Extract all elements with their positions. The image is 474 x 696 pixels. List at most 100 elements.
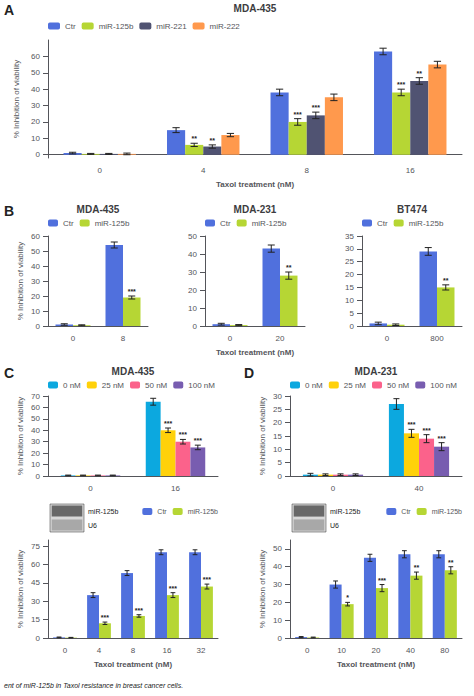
- svg-text:8: 8: [121, 334, 126, 343]
- svg-text:60: 60: [31, 52, 40, 61]
- svg-text:***: ***: [164, 420, 172, 427]
- svg-text:50 nM: 50 nM: [145, 381, 168, 390]
- svg-text:8: 8: [305, 166, 310, 175]
- svg-text:miR-125b: miR-125b: [330, 508, 360, 515]
- svg-text:0: 0: [36, 634, 41, 643]
- svg-text:**: **: [448, 559, 454, 566]
- svg-text:miR-221: miR-221: [156, 22, 187, 31]
- svg-text:C: C: [4, 365, 14, 381]
- svg-text:30: 30: [345, 244, 354, 253]
- svg-text:**: **: [286, 264, 292, 271]
- svg-text:32: 32: [197, 646, 206, 655]
- svg-text:ent of miR-125b in Taxol resis: ent of miR-125b in Taxol resistance in b…: [4, 682, 183, 689]
- svg-text:20: 20: [372, 646, 381, 655]
- svg-text:0: 0: [36, 472, 41, 481]
- svg-text:0: 0: [88, 484, 93, 493]
- svg-text:**: **: [414, 564, 420, 571]
- svg-text:MDA-435: MDA-435: [234, 3, 277, 14]
- svg-text:0 nM: 0 nM: [305, 381, 323, 390]
- svg-text:0: 0: [63, 646, 68, 655]
- svg-text:4: 4: [97, 646, 102, 655]
- svg-text:50: 50: [188, 232, 197, 241]
- svg-text:20: 20: [273, 598, 282, 607]
- svg-text:0: 0: [228, 334, 233, 343]
- svg-text:0: 0: [350, 322, 355, 331]
- svg-text:0: 0: [71, 334, 76, 343]
- svg-text:20: 20: [273, 418, 282, 427]
- svg-text:5: 5: [278, 458, 283, 467]
- svg-text:20: 20: [31, 449, 40, 458]
- svg-text:16: 16: [171, 484, 180, 493]
- svg-text:miR-125b: miR-125b: [88, 508, 118, 515]
- svg-text:miR-125b: miR-125b: [95, 219, 130, 228]
- svg-text:40: 40: [273, 562, 282, 571]
- svg-text:*: *: [346, 594, 349, 601]
- svg-text:60: 60: [31, 232, 40, 241]
- svg-text:30: 30: [31, 277, 40, 286]
- svg-text:50: 50: [273, 544, 282, 553]
- svg-text:Ctr: Ctr: [65, 22, 76, 31]
- svg-text:50 nM: 50 nM: [387, 381, 410, 390]
- svg-text:10: 10: [31, 307, 40, 316]
- svg-text:30: 30: [31, 597, 40, 606]
- svg-text:20: 20: [276, 334, 285, 343]
- svg-text:% Inhibition of viability: % Inhibition of viability: [258, 550, 267, 629]
- svg-text:***: ***: [407, 421, 415, 428]
- svg-text:25 nM: 25 nM: [102, 381, 125, 390]
- svg-text:**: **: [417, 70, 423, 77]
- svg-text:miR-125b: miR-125b: [188, 508, 218, 515]
- svg-text:miR-125b: miR-125b: [409, 219, 444, 228]
- svg-text:10: 10: [273, 445, 282, 454]
- svg-text:MDA-231: MDA-231: [355, 366, 398, 377]
- svg-text:Ctr: Ctr: [63, 219, 74, 228]
- svg-text:100 nM: 100 nM: [188, 381, 215, 390]
- svg-text:8: 8: [131, 646, 136, 655]
- svg-text:Taxol treatment (nM): Taxol treatment (nM): [216, 180, 294, 189]
- svg-text:***: ***: [437, 435, 445, 442]
- svg-text:B: B: [4, 203, 14, 219]
- svg-text:***: ***: [312, 104, 320, 111]
- svg-text:45: 45: [31, 578, 40, 587]
- svg-text:35: 35: [345, 232, 354, 241]
- svg-text:Ctr: Ctr: [220, 219, 231, 228]
- svg-text:20: 20: [188, 286, 197, 295]
- svg-text:40: 40: [188, 250, 197, 259]
- svg-text:10: 10: [345, 296, 354, 305]
- svg-text:miR-125b: miR-125b: [99, 22, 134, 31]
- svg-text:70: 70: [31, 392, 40, 401]
- svg-text:15: 15: [345, 283, 354, 292]
- svg-text:80: 80: [440, 646, 449, 655]
- svg-text:40: 40: [31, 426, 40, 435]
- svg-text:***: ***: [397, 81, 405, 88]
- svg-text:25: 25: [345, 257, 354, 266]
- svg-text:10: 10: [188, 304, 197, 313]
- svg-text:50: 50: [31, 68, 40, 77]
- svg-text:20: 20: [345, 270, 354, 279]
- svg-text:A: A: [4, 2, 14, 18]
- svg-text:Taxol treatment (nM): Taxol treatment (nM): [337, 660, 415, 669]
- svg-text:0: 0: [331, 484, 336, 493]
- svg-text:Ctr: Ctr: [157, 508, 167, 515]
- svg-text:% Inhibition of viability: % Inhibition of viability: [16, 550, 25, 629]
- svg-text:20: 20: [31, 117, 40, 126]
- svg-text:***: ***: [422, 427, 430, 434]
- svg-text:***: ***: [169, 585, 177, 592]
- svg-text:MDA-231: MDA-231: [234, 204, 277, 215]
- svg-text:30: 30: [188, 268, 197, 277]
- svg-text:100 nM: 100 nM: [430, 381, 457, 390]
- svg-text:***: ***: [128, 288, 136, 295]
- svg-text:60: 60: [31, 560, 40, 569]
- svg-text:0: 0: [278, 472, 283, 481]
- svg-text:40: 40: [406, 646, 415, 655]
- svg-text:40: 40: [31, 85, 40, 94]
- svg-text:10: 10: [337, 646, 346, 655]
- svg-text:50: 50: [31, 247, 40, 256]
- svg-text:25: 25: [273, 405, 282, 414]
- svg-text:MDA-435: MDA-435: [112, 366, 155, 377]
- svg-text:800: 800: [430, 334, 444, 343]
- svg-text:**: **: [191, 135, 197, 142]
- svg-text:10: 10: [31, 460, 40, 469]
- svg-text:30: 30: [31, 101, 40, 110]
- svg-text:Ctr: Ctr: [377, 219, 388, 228]
- svg-text:% Inhibition of viability: % Inhibition of viability: [16, 397, 25, 476]
